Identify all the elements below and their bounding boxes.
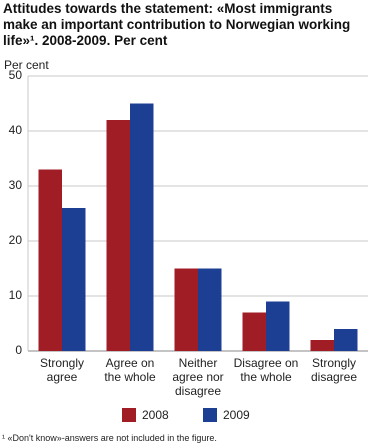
- y-axis-label: Per cent: [4, 58, 49, 72]
- y-tick-label: 50: [9, 68, 23, 82]
- x-tick-label: Strongly disagree: [310, 356, 358, 384]
- footnote: ¹ «Don't know»-answers are not included …: [2, 433, 217, 443]
- bar: [130, 103, 154, 351]
- x-tick-label: Strongly agree: [39, 356, 85, 384]
- y-tick-label: 0: [15, 343, 22, 357]
- y-tick-label: 10: [9, 288, 23, 302]
- legend-label: 2009: [223, 408, 250, 422]
- bar: [198, 268, 222, 351]
- legend-label: 2008: [142, 408, 169, 422]
- bar: [62, 208, 86, 351]
- bar: [242, 312, 266, 351]
- bar: [106, 120, 130, 351]
- chart-title: Attitudes towards the statement: «Most i…: [3, 1, 351, 48]
- bar: [334, 329, 358, 351]
- bar: [38, 169, 62, 351]
- y-tick-label: 20: [9, 233, 23, 247]
- bar: [310, 340, 334, 351]
- y-tick-label: 40: [9, 123, 23, 137]
- y-tick-label: 30: [9, 178, 23, 192]
- x-tick-label: Disagree on the whole: [233, 356, 299, 384]
- bar: [174, 268, 198, 351]
- x-tick-label: Agree on the whole: [104, 356, 156, 384]
- legend-swatch: [203, 408, 217, 422]
- bar: [266, 301, 290, 351]
- legend-swatch: [122, 408, 136, 422]
- x-tick-label: Neither agree nor disagree: [172, 356, 224, 398]
